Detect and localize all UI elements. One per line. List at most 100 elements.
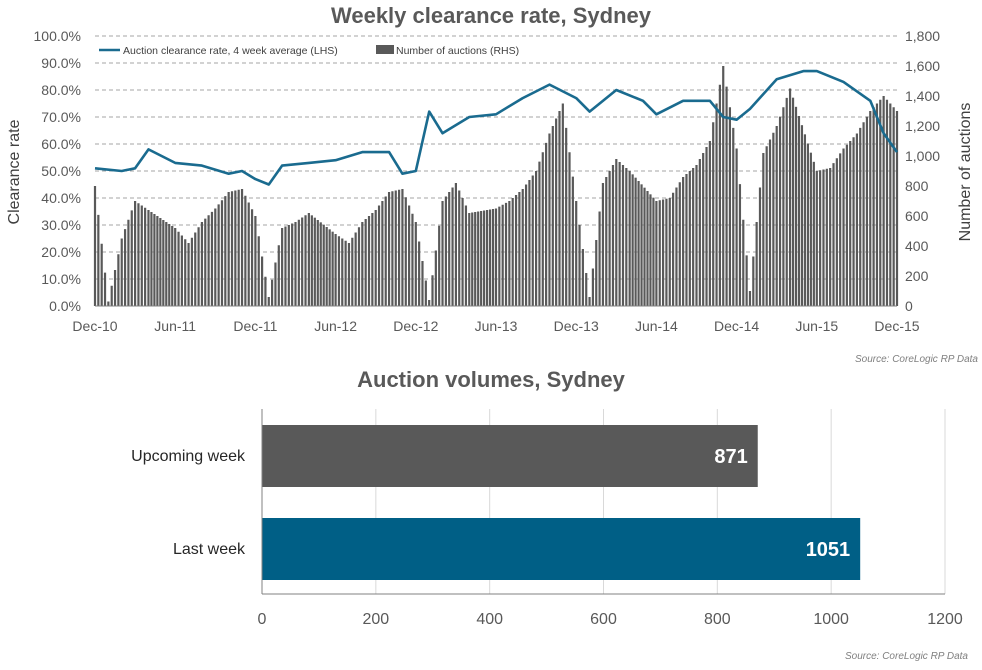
auction-bar	[615, 159, 618, 306]
left-tick-label: 40.0%	[41, 190, 81, 206]
auction-bar	[595, 240, 598, 306]
auction-bar	[822, 169, 825, 306]
auction-bar	[655, 201, 658, 306]
auction-bar	[361, 222, 364, 306]
auction-bar	[438, 225, 441, 306]
left-tick-label: 100.0%	[34, 28, 81, 44]
auction-bar	[180, 235, 183, 306]
auction-bar	[210, 211, 214, 306]
auction-bar	[250, 209, 254, 306]
volume-bar	[262, 518, 861, 580]
auction-bar	[758, 187, 762, 306]
auction-bar	[316, 220, 319, 306]
auction-bar	[237, 189, 240, 306]
auction-bar	[508, 201, 511, 306]
auction-bar	[611, 165, 615, 306]
auction-bar	[565, 127, 568, 306]
auction-bar	[123, 229, 127, 306]
auction-bar	[809, 152, 812, 306]
auction-bar	[545, 142, 548, 306]
auction-bar	[882, 96, 885, 306]
auction-bar	[364, 219, 367, 306]
right-tick-label: 600	[905, 208, 929, 224]
auction-bar	[204, 218, 207, 306]
chart1-auction-bars	[93, 66, 899, 307]
left-tick-label: 90.0%	[41, 55, 81, 71]
auction-bar	[197, 227, 200, 306]
auction-bar	[247, 202, 250, 306]
auction-bar	[585, 273, 588, 306]
auction-bar	[561, 103, 564, 306]
auction-bar	[337, 236, 341, 306]
auction-bar	[605, 177, 608, 306]
auction-bar	[859, 127, 862, 306]
auction-bar	[668, 198, 671, 306]
auction-bar	[291, 223, 294, 306]
auction-bar	[788, 88, 792, 306]
auction-bar	[113, 270, 117, 306]
auction-bar	[184, 239, 187, 306]
auction-bar	[601, 183, 605, 306]
bar-value-label: 1051	[806, 539, 851, 561]
auction-bar	[374, 210, 377, 306]
auction-bar	[301, 217, 304, 306]
bar-value-label: 871	[714, 446, 747, 468]
auction-bar	[825, 168, 828, 306]
auction-bar	[652, 197, 655, 306]
chart1-title: Weekly clearance rate, Sydney	[331, 3, 652, 28]
auction-bar	[772, 132, 775, 306]
chart1-x-axis-ticks: Dec-10 Jun-11 Dec-11 Jun-12 Dec-12 Jun-13 Dec-…	[72, 318, 919, 334]
auction-bar	[728, 107, 732, 306]
auction-bar	[735, 148, 738, 306]
auction-bar	[661, 199, 665, 306]
auction-bar	[634, 177, 637, 306]
x-tick-label: 800	[704, 611, 731, 628]
auction-bar	[498, 206, 501, 306]
x-tick-label: Jun-13	[475, 318, 518, 334]
auction-bar	[483, 210, 486, 306]
left-tick-label: 30.0%	[41, 217, 81, 233]
auction-bar	[297, 219, 300, 306]
auction-bar	[444, 196, 447, 306]
left-tick-label: 50.0%	[41, 163, 81, 179]
auction-bar	[803, 134, 807, 306]
auction-bar	[685, 174, 688, 306]
auction-bar	[461, 198, 464, 306]
left-tick-label: 20.0%	[41, 244, 81, 260]
auction-bar	[872, 107, 875, 306]
chart2-title: Auction volumes, Sydney	[357, 367, 625, 392]
auction-bar	[341, 238, 344, 306]
chart1-left-axis-ticks: 0.0% 10.0% 20.0% 30.0% 40.0% 50.0% 60.0% 70.0% 8…	[34, 28, 81, 314]
auction-bar	[575, 201, 578, 306]
auction-bar	[531, 175, 534, 306]
auction-bar	[441, 201, 444, 306]
auction-bar	[387, 192, 391, 306]
auction-bar	[555, 118, 558, 306]
auction-bar	[797, 116, 801, 306]
auction-bar	[411, 213, 414, 306]
auction-bar	[313, 217, 316, 306]
auction-bar	[404, 197, 407, 306]
left-tick-label: 60.0%	[41, 136, 81, 152]
auction-bar	[377, 205, 381, 306]
auction-bar	[217, 204, 220, 306]
auction-bar	[794, 106, 798, 306]
auction-bar	[480, 211, 483, 306]
auction-bar	[144, 207, 147, 306]
auction-bar	[665, 198, 668, 306]
auction-bar	[357, 227, 361, 306]
right-tick-label: 1,800	[905, 28, 940, 44]
auction-bar	[485, 210, 489, 306]
volume-bar	[262, 425, 758, 487]
chart2-x-axis-ticks: 0 200 400 600 800 1000 1200	[258, 611, 963, 628]
auction-bar	[277, 245, 280, 306]
auction-bar	[708, 141, 711, 306]
auction-bar	[618, 162, 621, 306]
auction-bar	[310, 215, 313, 306]
right-tick-label: 400	[905, 238, 929, 254]
chart2-bars: 871 1051	[262, 425, 861, 580]
auction-bar	[855, 133, 858, 306]
auction-bar	[230, 191, 234, 306]
auction-bar	[752, 256, 755, 306]
auction-bar	[418, 241, 421, 306]
